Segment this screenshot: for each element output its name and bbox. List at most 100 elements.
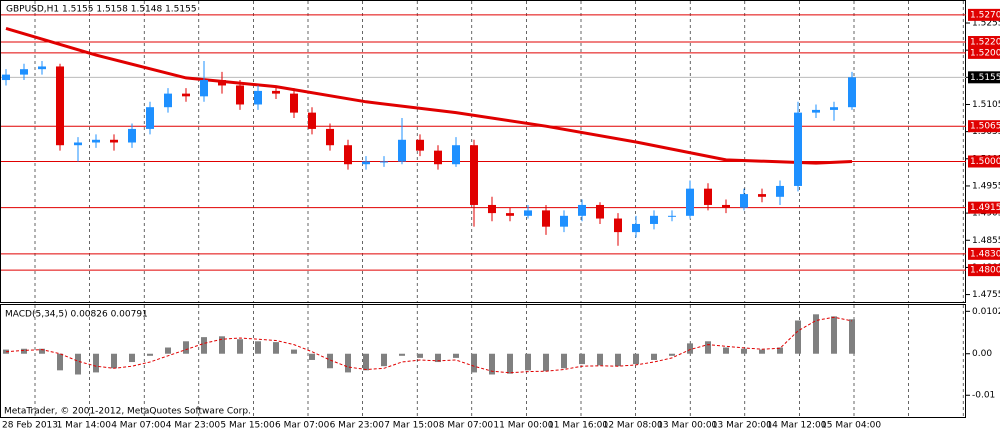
x-tick-label: 15 Mar 04:00 [821, 421, 881, 431]
candle-body [722, 204, 730, 208]
macd-title: MACD(5,34,5) 0.00826 0.00791 [5, 310, 148, 320]
level-label: 1.4830 [970, 249, 1000, 259]
level-label: 1.5220 [970, 38, 1000, 48]
chart-title: GBPUSD,H1 1.5155 1.5158 1.5148 1.5155 [6, 5, 197, 15]
macd-bar [489, 353, 495, 375]
x-tick-label: 8 Mar 07:00 [439, 421, 494, 431]
level-label-box [968, 46, 1000, 59]
macd-bar [345, 353, 351, 373]
candle-body [200, 80, 208, 97]
macd-bar [75, 353, 81, 375]
macd-bar [399, 353, 405, 356]
candle-body [380, 161, 388, 163]
macd-bar [471, 353, 477, 373]
candle-body [668, 215, 676, 217]
candle-body [272, 90, 280, 94]
x-tick-label: 11 Mar 16:00 [548, 421, 608, 431]
macd-bar [111, 353, 117, 369]
macd-bar [543, 353, 549, 372]
last-price-label: 1.5155 [970, 73, 1000, 83]
macd-bar [21, 348, 27, 354]
candle-body [740, 194, 748, 208]
macd-bar [687, 343, 693, 354]
candle-body [416, 139, 424, 151]
macd-bar [525, 353, 531, 371]
macd-bar [741, 348, 747, 354]
candle-body [362, 161, 370, 165]
macd-bar [273, 342, 279, 354]
macd-signal [5, 316, 853, 374]
candle-body [164, 93, 172, 108]
candle-body [794, 112, 802, 186]
x-tick-label: 6 Mar 23:00 [330, 421, 385, 431]
x-tick-label: 12 Mar 08:00 [603, 421, 663, 431]
candle-body [776, 185, 784, 197]
candle-body [686, 188, 694, 216]
level-label: 1.5000 [970, 157, 1000, 167]
candle-body [650, 215, 658, 224]
x-tick-label: 28 Feb 2013 [2, 421, 58, 431]
level-label: 1.5270 [970, 10, 1000, 20]
y-tick-label: 1.4855 [972, 236, 1000, 246]
candle-body [398, 139, 406, 162]
candle-body [614, 218, 622, 233]
macd-bar [507, 353, 513, 374]
candle-body [182, 93, 190, 97]
y-tick-label: 1.4755 [972, 290, 1000, 300]
main-frame [0, 0, 966, 303]
macd-bar [93, 353, 99, 373]
candle-body [488, 204, 496, 214]
level-label-box [968, 155, 1000, 168]
candle-body [290, 93, 298, 113]
macd-bar [255, 341, 261, 354]
macd-bar [795, 320, 801, 354]
macd-bar [849, 319, 855, 354]
macd-bar [435, 353, 441, 363]
candle-body [812, 109, 820, 113]
macd-bar [327, 353, 333, 369]
candle-body [560, 215, 568, 227]
level-label: 1.4800 [970, 266, 1000, 276]
x-tick-label: 6 Mar 07:00 [275, 421, 330, 431]
level-label-box [968, 201, 1000, 214]
candle-body [56, 66, 64, 146]
candle-body [326, 128, 334, 146]
macd-bar [813, 314, 819, 354]
level-label: 1.5065 [970, 122, 1000, 132]
macd-bar [831, 316, 837, 354]
macd-bar [561, 353, 567, 369]
macd-bar [669, 353, 675, 356]
level-label-box [968, 247, 1000, 260]
candle-body [452, 145, 460, 165]
x-tick-label: 14 Mar 12:00 [766, 421, 826, 431]
macd-bar [39, 348, 45, 354]
x-tick-label: 1 Mar 14:00 [57, 421, 112, 431]
macd-bar [165, 347, 171, 354]
macd-bar [759, 349, 765, 354]
macd-bar [57, 353, 63, 371]
x-tick-label: 4 Mar 23:00 [166, 421, 221, 431]
macd-bar [183, 341, 189, 354]
macd-bar [381, 353, 387, 367]
macd-y-tick-label: 0.00 [972, 349, 992, 359]
x-tick-label: 7 Mar 15:00 [384, 421, 439, 431]
level-label: 1.5200 [970, 48, 1000, 58]
macd-bar [147, 353, 153, 356]
candle-body [542, 210, 550, 227]
macd-bar [291, 349, 297, 354]
candle-body [524, 210, 532, 216]
macd-y-tick-label: 0.01022 [972, 307, 1000, 317]
macd-bar [597, 353, 603, 366]
candle-body [38, 66, 46, 70]
candle-body [74, 142, 82, 146]
macd-bar [201, 337, 207, 354]
macd-bar [129, 353, 135, 363]
candle-body [218, 80, 226, 86]
macd-frame [0, 304, 966, 418]
macd-bar [705, 341, 711, 354]
y-tick-label: 1.5105 [972, 100, 1000, 110]
last-price-box [968, 71, 1000, 84]
level-label-box [968, 120, 1000, 133]
